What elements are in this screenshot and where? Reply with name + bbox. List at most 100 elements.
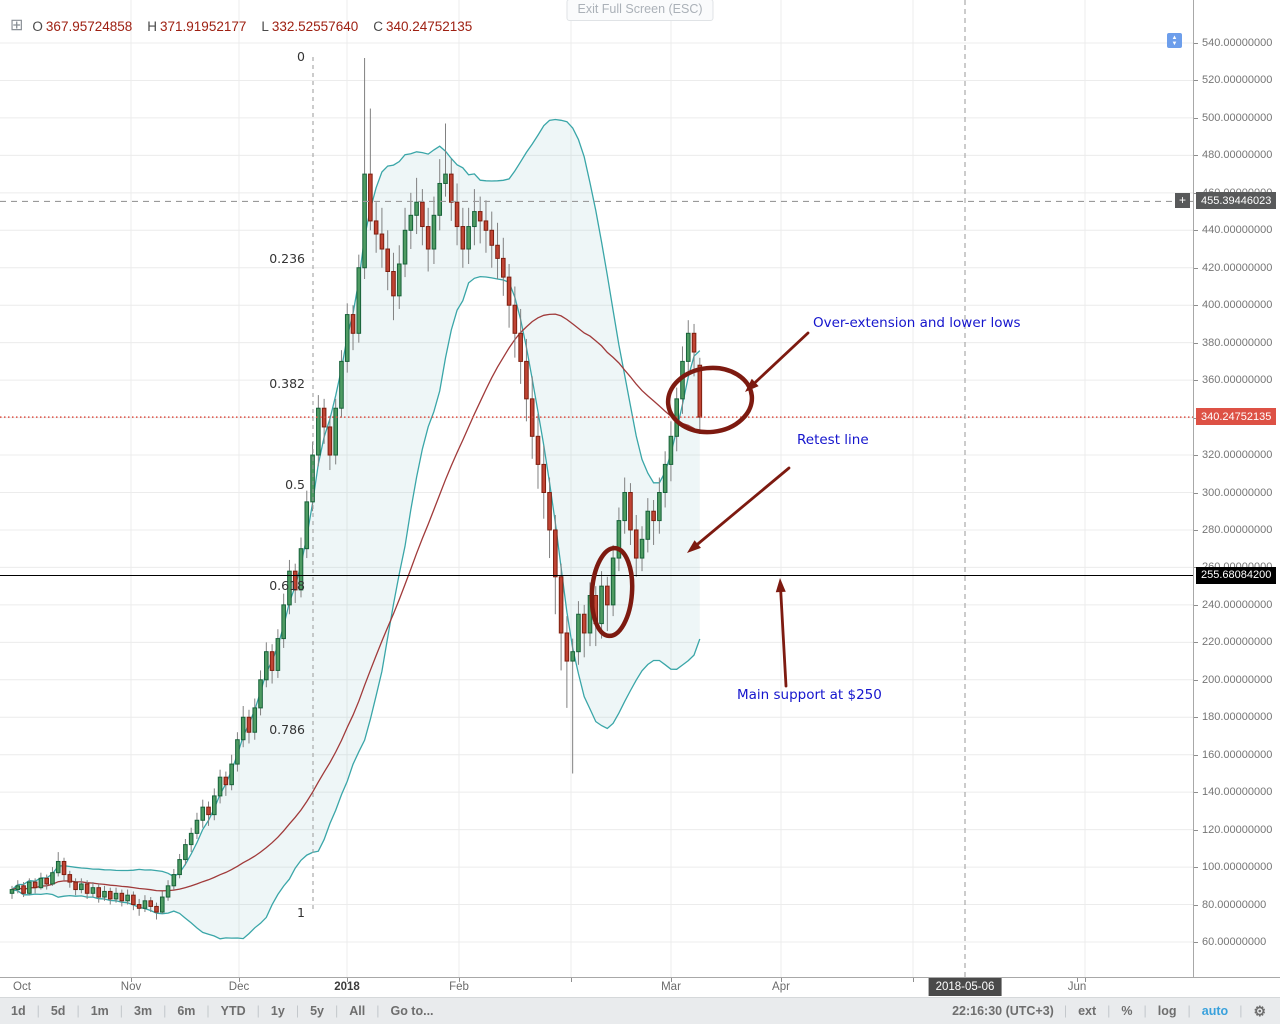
candle-body: [183, 844, 188, 861]
price-axis[interactable]: 540.00000000 520.00000000 500.00000000 480.…: [1193, 0, 1280, 977]
x-axis-tick: [913, 978, 914, 982]
y-axis-tick: [1194, 267, 1198, 269]
candle-body: [177, 859, 182, 876]
y-axis-label: 100.00000000: [1202, 861, 1273, 874]
candle-body: [662, 463, 668, 493]
y-axis-label: 80.00000000: [1202, 898, 1267, 911]
scale-mode-ext[interactable]: ext: [1078, 1004, 1097, 1018]
y-axis-tick: [1194, 380, 1198, 382]
add-alert-plus-button[interactable]: +: [1175, 193, 1190, 209]
y-axis-label: 60.00000000: [1202, 936, 1267, 948]
range-button-1d[interactable]: 1d: [11, 1004, 26, 1018]
separator: |: [36, 1004, 40, 1018]
candle-body: [570, 651, 575, 662]
candle-body: [691, 332, 697, 353]
y-axis-tick: [1194, 230, 1198, 232]
auto-scale-button[interactable]: auto: [1201, 1004, 1229, 1018]
y-axis-label: 420.00000000: [1202, 261, 1273, 274]
candle-body: [408, 214, 414, 231]
candle-body: [391, 270, 396, 297]
candle-body: [310, 454, 315, 503]
candle-body: [50, 872, 55, 885]
ohlc-close-label: C: [373, 18, 383, 34]
candle-body: [125, 894, 130, 902]
y-axis-tick: [1194, 904, 1198, 906]
candle-body: [240, 716, 246, 741]
y-axis-tick: [1194, 867, 1198, 869]
range-button-1m[interactable]: 1m: [90, 1004, 109, 1018]
x-axis-tick: [671, 978, 672, 982]
range-button-goto[interactable]: Go to...: [390, 1004, 434, 1018]
x-axis-label: Dec: [228, 981, 250, 993]
candle-body: [55, 860, 61, 874]
candle-body: [258, 679, 263, 709]
range-button-5y[interactable]: 5y: [310, 1004, 324, 1018]
y-axis-tick: [1194, 942, 1198, 943]
separator: |: [256, 1004, 260, 1018]
range-button-ytd[interactable]: YTD: [220, 1004, 246, 1018]
annotation-text: Retest line: [797, 432, 869, 448]
x-axis-tick: [131, 978, 132, 982]
candle-body: [414, 201, 419, 216]
y-axis-tick: [1194, 604, 1198, 606]
range-button-3m[interactable]: 3m: [134, 1004, 153, 1018]
candle-body: [136, 904, 142, 909]
chart-canvas[interactable]: [0, 0, 1193, 977]
fib-level-label: 0.236: [269, 251, 305, 267]
separator: |: [1063, 1004, 1068, 1018]
ohlc-open-value: 367.95724858: [45, 18, 133, 34]
ohlc-high: H 371.91952177: [147, 19, 246, 34]
candle-body: [356, 267, 362, 334]
annotation-arrow-shaft: [750, 331, 810, 388]
candle-body: [564, 632, 570, 662]
scale-reset-icon[interactable]: ▲ ▼: [1167, 33, 1182, 48]
x-axis-tick: [239, 978, 240, 982]
drawing-annotations-group: [589, 331, 810, 688]
time-axis[interactable]: Oct Nov Dec 2018 Feb Mar Apr Jun 2018-05-06: [0, 977, 1280, 997]
candle-body: [61, 860, 67, 876]
candle-body: [246, 716, 252, 733]
candle-body: [38, 877, 44, 889]
annotation-arrow-shaft: [779, 585, 788, 688]
scale-mode-percent[interactable]: %: [1121, 1004, 1133, 1018]
candle-body: [344, 314, 350, 362]
candle-body: [495, 244, 500, 259]
moving-average-line: [11, 313, 701, 892]
y-axis-label: 240.00000000: [1202, 598, 1273, 611]
candle-body: [657, 492, 662, 522]
range-button-5d[interactable]: 5d: [50, 1004, 66, 1018]
series-grid-icon[interactable]: ⊞: [10, 17, 24, 34]
candle-body: [512, 304, 518, 334]
candle-body: [535, 435, 541, 465]
y-axis-label: 120.00000000: [1202, 823, 1273, 836]
clock-display[interactable]: 22:16:30 (UTC+3): [952, 1004, 1054, 1018]
ohlc-high-value: 371.91952177: [160, 18, 247, 34]
y-axis-label: 200.00000000: [1202, 673, 1273, 686]
candle-body: [605, 585, 610, 606]
settings-gear-icon[interactable]: ⚙: [1253, 1002, 1266, 1019]
ohlc-open-label: O: [32, 18, 43, 34]
separator: |: [119, 1004, 124, 1018]
candle-body: [287, 570, 292, 606]
candle-body: [668, 435, 674, 465]
range-button-all[interactable]: All: [349, 1004, 366, 1018]
range-button-6m[interactable]: 6m: [177, 1004, 196, 1018]
separator: |: [376, 1004, 380, 1018]
range-button-1y[interactable]: 1y: [270, 1004, 285, 1018]
annotation-text: Over-extension and lower lows: [813, 315, 1021, 331]
candle-body: [685, 332, 691, 362]
y-axis-label: 380.00000000: [1202, 336, 1273, 349]
ohlc-legend: ⊞ O 367.95724858 H 371.91952177 L 332.52557…: [10, 18, 487, 34]
candle-body: [79, 883, 84, 891]
candle-body: [373, 220, 379, 235]
y-axis-tick: [1194, 492, 1198, 494]
arrow-up-icon: ▲: [1171, 34, 1178, 41]
candle-body: [119, 892, 125, 902]
y-axis-tick: [1194, 717, 1198, 719]
y-axis-label: 540.00000000: [1202, 37, 1273, 49]
candle-body: [327, 426, 333, 456]
y-axis-tick: [1194, 529, 1198, 531]
y-axis-tick: [1194, 792, 1198, 794]
scale-mode-log[interactable]: log: [1157, 1004, 1177, 1018]
